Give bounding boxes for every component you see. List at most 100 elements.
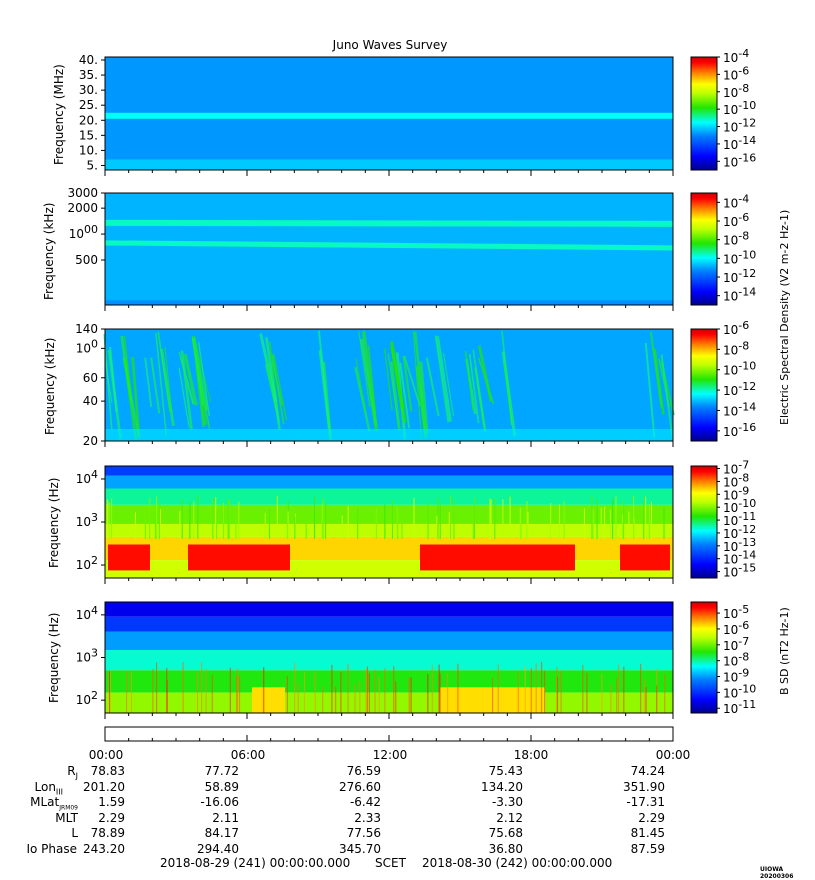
time-tick: 18:00	[513, 748, 549, 762]
ephemeris-value: 2.29	[98, 810, 125, 825]
tick-label: 102	[76, 554, 98, 572]
ephemeris-label: L	[71, 826, 78, 840]
emission-streak	[403, 355, 421, 407]
emission-streak	[358, 330, 371, 408]
emission-streak	[122, 357, 141, 439]
low-freq-band	[105, 159, 673, 170]
panel-4: 10410310210-710-810-910-1010-1110-1210-1…	[76, 459, 756, 584]
emission-streak	[477, 345, 493, 402]
spectrum-layer	[105, 475, 673, 489]
emission-streak	[180, 358, 195, 405]
tick-label: 10-6	[723, 211, 749, 229]
tick-label: 10-12	[723, 267, 756, 285]
emission-streak	[265, 336, 281, 431]
ephemeris-value: 36.80	[488, 841, 523, 856]
ephemeris-value: 81.45	[630, 826, 665, 840]
bsd-colorbar-label: B SD (nT2 Hz-1)	[778, 607, 791, 695]
ephemeris-value: 76.59	[346, 764, 381, 778]
emission-streak	[442, 353, 455, 417]
emission-streak	[435, 335, 452, 422]
tick-label: 35.	[79, 68, 98, 82]
spectrum-layer	[105, 631, 673, 650]
ephemeris-label: MLT	[55, 810, 78, 825]
p1-ylabel: Frequency (MHz)	[52, 64, 66, 165]
emission-streak	[355, 357, 367, 412]
tick-label: 3000	[67, 186, 98, 200]
tick-label: 10-14	[723, 134, 756, 152]
p5-ylabel: Frequency (Hz)	[47, 612, 61, 704]
low-freq-band	[105, 300, 673, 305]
tick-label: 10-8	[723, 339, 749, 357]
emission-streak	[419, 361, 429, 434]
emission-streak	[399, 362, 411, 429]
ephemeris-value: 84.17	[204, 826, 239, 840]
intense-emission	[620, 544, 670, 571]
time-tick: 06:00	[230, 748, 266, 762]
colorbar	[690, 192, 718, 306]
emission-streak	[649, 331, 663, 408]
tick-label: 2000	[67, 201, 98, 215]
ephemeris-value: 58.89	[204, 779, 239, 794]
emission-streak	[272, 353, 288, 421]
colorbar	[690, 601, 718, 714]
emission-streak	[468, 353, 480, 424]
tick-label: 10-16	[723, 151, 756, 169]
emission-streak	[317, 330, 331, 429]
tick-label: 40	[83, 394, 98, 408]
tick-label: 104	[76, 604, 98, 622]
time-axis	[104, 726, 674, 742]
chart-title: Juno Waves Survey	[332, 38, 448, 52]
ephemeris-value: 1.59	[98, 795, 125, 809]
tick-label: 103	[76, 647, 98, 665]
emission-streak	[413, 331, 427, 435]
ephemeris-label: LonIII	[34, 779, 64, 796]
tick-label: 10-4	[723, 192, 749, 210]
emission-streak	[109, 346, 118, 413]
tick-label: 20.	[79, 113, 98, 127]
spectrum-layer	[105, 466, 673, 476]
footer-start-time: 2018-08-29 (241) 00:00:00.000	[160, 856, 351, 870]
ephemeris-value: 78.89	[90, 826, 125, 840]
tick-label: 103	[76, 511, 98, 529]
spectrum-layer	[105, 504, 673, 524]
intense-emission	[108, 544, 150, 571]
colorbar	[690, 56, 718, 171]
emission-streak	[660, 354, 674, 438]
ephemeris-value: 2.29	[638, 810, 665, 825]
ephemeris-value: 2.12	[496, 810, 523, 825]
ephemeris-label: RJ	[67, 764, 78, 781]
emission-streak	[384, 348, 393, 411]
tick-label: 10-4	[723, 47, 749, 65]
emission-streak	[178, 368, 190, 428]
ephemeris-value: 77.56	[346, 826, 381, 840]
emission-streak	[271, 360, 284, 406]
emission-streak	[389, 361, 401, 431]
time-tick: 12:00	[372, 748, 408, 762]
ephemeris-value: -16.06	[200, 795, 239, 809]
emission-streak	[144, 357, 153, 408]
spectrum-layer	[105, 488, 673, 505]
emission-streak	[197, 342, 210, 417]
tick-label: 10-10	[723, 99, 756, 117]
emission-streak	[387, 353, 400, 427]
ephemeris-value: 77.72	[204, 764, 239, 778]
ephemeris-value: 351.90	[623, 779, 665, 794]
footer-scet-label: SCET	[375, 856, 406, 870]
emission-streak	[434, 335, 449, 423]
intense-emission	[252, 687, 285, 713]
emission-band	[105, 240, 673, 251]
tick-label: 102	[76, 689, 98, 707]
emission-streak	[425, 357, 440, 417]
ephemeris-value: 201.20	[83, 779, 125, 794]
tick-label: 10-6	[723, 319, 749, 337]
tick-label: 140	[75, 322, 98, 336]
emission-streak	[191, 337, 205, 406]
spectrum-layer	[105, 602, 673, 617]
emission-streak	[155, 332, 168, 436]
ephemeris-value: 75.68	[488, 826, 523, 840]
ephemeris-value: -17.31	[626, 795, 665, 809]
emission-streak	[157, 331, 171, 412]
tick-label: 10-14	[723, 286, 756, 304]
emission-streak	[131, 356, 141, 435]
